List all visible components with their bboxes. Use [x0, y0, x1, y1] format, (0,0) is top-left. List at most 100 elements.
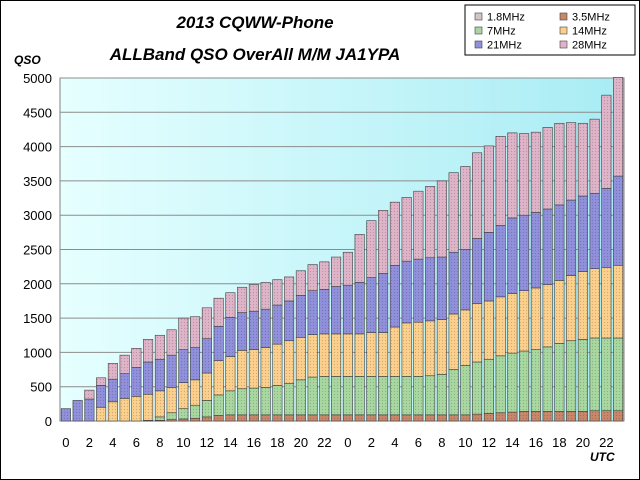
- x-tick-label: 4: [391, 435, 398, 450]
- bar-segment-texture: [366, 332, 377, 377]
- bar-segment-texture: [566, 340, 576, 412]
- x-tick-label: 12: [482, 435, 496, 450]
- bar-segment-texture: [155, 359, 165, 391]
- bar-segment-texture: [272, 414, 283, 421]
- legend-label: 21MHz: [487, 40, 522, 52]
- bar-segment-texture: [108, 363, 118, 380]
- bar-segment-texture: [202, 372, 212, 401]
- bar-segment-texture: [331, 414, 341, 421]
- bar-segment-texture: [155, 390, 165, 417]
- bar-segment-texture: [202, 416, 212, 421]
- x-tick-label: 22: [599, 435, 613, 450]
- bar-segment-texture: [237, 287, 247, 313]
- bar-segment-texture: [613, 77, 623, 177]
- bar-segment-texture: [237, 414, 247, 421]
- bar-segment-texture: [578, 195, 588, 272]
- bar-segment-texture: [472, 152, 482, 239]
- bar-segment-texture: [260, 387, 271, 415]
- bar-segment-texture: [296, 295, 306, 338]
- bar-segment-texture: [519, 351, 529, 412]
- bar-segment-texture: [531, 349, 541, 412]
- bar-segment-texture: [272, 279, 283, 306]
- bar-segment-texture: [225, 292, 236, 318]
- x-tick-label: 8: [156, 435, 163, 450]
- bar-segment-texture: [166, 412, 177, 420]
- bar-segment-texture: [284, 276, 294, 301]
- bar-segment-texture: [343, 333, 353, 377]
- legend-swatch: [474, 26, 483, 35]
- bar-segment-texture: [319, 261, 330, 290]
- bar-segment-texture: [507, 412, 518, 421]
- bar-segment-texture: [143, 339, 153, 363]
- bar-segment-texture: [484, 300, 494, 360]
- x-tick-label: 12: [200, 435, 214, 450]
- bar-segment-texture: [119, 373, 130, 399]
- y-tick-label: 3500: [23, 174, 52, 189]
- bar-segment-texture: [166, 419, 177, 421]
- bar-segment-texture: [401, 261, 412, 323]
- bar-segment-texture: [519, 133, 529, 216]
- bar-segment-texture: [354, 282, 365, 334]
- bar-segment-texture: [155, 335, 165, 360]
- bar-segment-texture: [495, 296, 506, 356]
- bar-segment-texture: [448, 252, 459, 314]
- bar-segment-texture: [307, 377, 318, 415]
- x-tick-label: 0: [62, 435, 69, 450]
- bar-segment-texture: [119, 355, 130, 374]
- bar-segment-texture: [578, 271, 588, 340]
- bar-segment-texture: [531, 132, 541, 213]
- bar-segment-texture: [519, 290, 529, 352]
- y-tick-label: 4500: [23, 105, 52, 120]
- bar-segment-texture: [331, 286, 341, 334]
- bar-segment-texture: [343, 376, 353, 415]
- x-tick-label: 16: [247, 435, 261, 450]
- bar-segment-texture: [237, 312, 247, 351]
- bar-segment-texture: [225, 317, 236, 357]
- bar-segment-texture: [472, 414, 482, 421]
- bar-segment-texture: [542, 127, 553, 210]
- bar-segment-texture: [378, 273, 388, 333]
- bar-segment-texture: [472, 362, 482, 415]
- bar-segment-texture: [249, 388, 259, 415]
- bar-segment-texture: [554, 123, 565, 205]
- bar-segment-texture: [284, 414, 294, 421]
- bar-segment-texture: [331, 376, 341, 415]
- bar-segment-texture: [401, 197, 412, 262]
- y-tick-label: 0: [45, 414, 52, 429]
- bar-segment-texture: [249, 414, 259, 421]
- bar-segment-texture: [237, 350, 247, 389]
- bar-segment-texture: [531, 411, 541, 421]
- bar-segment-texture: [542, 209, 553, 285]
- bar-segment-texture: [507, 293, 518, 354]
- bar-segment-texture: [589, 410, 600, 421]
- bar-segment-texture: [96, 385, 106, 408]
- bar-segment-texture: [601, 410, 612, 421]
- bar-segment-texture: [437, 180, 447, 258]
- legend-swatch: [559, 40, 568, 49]
- bar-segment-texture: [166, 355, 177, 388]
- bar-segment-texture: [366, 277, 377, 333]
- bar-segment-texture: [155, 420, 165, 421]
- x-tick-label: 2: [86, 435, 93, 450]
- bar-segment-texture: [484, 145, 494, 233]
- bar-segment-texture: [331, 257, 341, 287]
- bar-segment-texture: [413, 414, 424, 421]
- x-tick-label: 2: [368, 435, 375, 450]
- bar-segment-texture: [143, 420, 153, 421]
- y-tick-label: 3000: [23, 208, 52, 223]
- bar-segment-texture: [460, 365, 471, 415]
- legend-swatch: [474, 12, 483, 21]
- bar-segment-texture: [213, 415, 224, 421]
- x-tick-label: 18: [270, 435, 284, 450]
- bar-segment-texture: [484, 359, 494, 414]
- bar-segment-texture: [331, 333, 341, 377]
- x-tick-label: 10: [176, 435, 190, 450]
- bar-segment-texture: [260, 414, 271, 421]
- bar-segment-texture: [484, 232, 494, 301]
- bar-segment-texture: [296, 379, 306, 415]
- bar-segment-texture: [84, 399, 95, 421]
- bar-segment-texture: [613, 265, 623, 338]
- bar-segment-texture: [284, 300, 294, 341]
- bar-segment-texture: [378, 376, 388, 415]
- bar-segment-texture: [507, 353, 518, 413]
